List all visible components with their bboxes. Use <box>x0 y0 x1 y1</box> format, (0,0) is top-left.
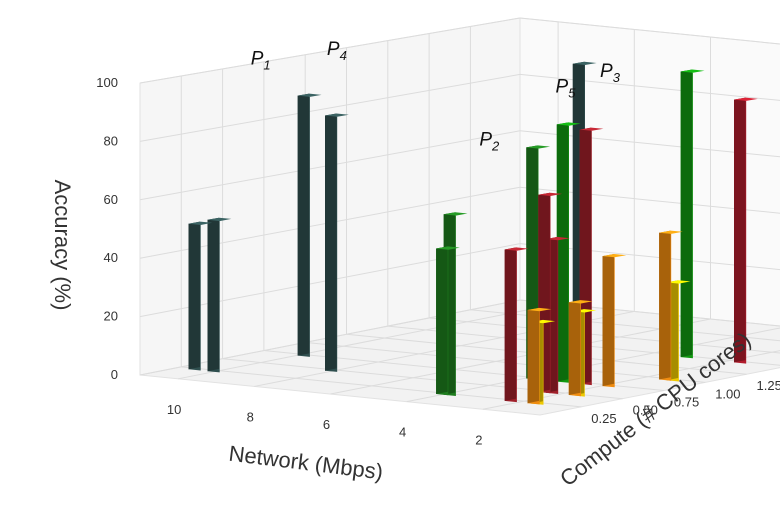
gridline-x-floor <box>330 318 711 395</box>
gridline-y-floor <box>429 317 780 354</box>
bar-dark-red-0 <box>734 97 758 364</box>
bar-top-face <box>443 212 468 216</box>
bar-top-face <box>680 69 705 73</box>
bar-side-face <box>568 300 581 395</box>
y-tick-label: 1.00 <box>715 386 740 401</box>
bar-top-face <box>325 113 349 117</box>
bar-top-face <box>188 221 213 225</box>
gridline-x-floor <box>177 303 559 380</box>
z-tick-label: 0 <box>111 367 118 382</box>
gridline-x-floor <box>406 327 780 403</box>
annotation-p4: P4 <box>327 39 347 63</box>
z-tick-label: 20 <box>104 309 118 324</box>
z-axis-title: Accuracy (%) <box>50 180 75 311</box>
bar-top-face <box>579 127 604 131</box>
bar-p3-0 <box>556 122 581 383</box>
bar-side-face <box>556 122 569 382</box>
bar-top-face <box>572 61 597 65</box>
y-tick-label: 0.50 <box>633 403 658 418</box>
bar-orange-3 <box>659 230 683 381</box>
x-tick-label: 6 <box>323 417 330 432</box>
z-tick-label: 60 <box>104 192 118 207</box>
bar-side-face <box>659 230 671 380</box>
bar-side-face <box>325 113 337 371</box>
bar-top-face <box>556 122 581 126</box>
bar-p5-0 <box>504 247 529 403</box>
bar-orange-1 <box>568 300 593 397</box>
x-tick-label: 2 <box>475 432 482 447</box>
bar-top-face <box>546 236 570 241</box>
x-axis-title: Network (Mbps) <box>227 441 384 485</box>
x-tick-label: 4 <box>399 425 406 440</box>
bar-side-face <box>297 93 310 356</box>
tick-labels: 1086420.250.500.751.001.251.501.752.0002… <box>96 75 780 447</box>
bar-top-face <box>527 307 552 312</box>
bar-side-face <box>680 69 693 358</box>
x-tick-label: 10 <box>167 402 181 417</box>
gridline-z-left <box>139 73 521 142</box>
bar-top-face <box>666 280 691 284</box>
bar-top-face <box>526 145 551 149</box>
bar-top-face <box>602 254 627 258</box>
bar-annotations: P1 P4 P2 P3 P5 <box>251 39 621 154</box>
bar-side-face <box>436 246 448 394</box>
bar-top-face <box>734 97 758 101</box>
bar-p1-0 <box>188 221 213 371</box>
bar-top-face <box>297 93 322 97</box>
gridline-z-back <box>519 73 780 101</box>
x-tick-label: 8 <box>247 409 254 424</box>
bar-p1-1 <box>207 217 232 373</box>
bar-side-face <box>602 254 615 387</box>
bar-orange-2 <box>602 254 627 388</box>
bar-side-face <box>504 247 517 401</box>
z-tick-label: 100 <box>96 75 118 90</box>
bar-top-face <box>659 230 683 234</box>
annotation-p3: P3 <box>600 61 621 85</box>
bar-side-face <box>734 97 746 363</box>
bar-top-face <box>207 217 232 222</box>
y-tick-label: 0.25 <box>591 411 616 426</box>
y-tick-label: 0.75 <box>674 395 699 410</box>
annotation-p5: P5 <box>556 76 577 100</box>
annotation-p2: P2 <box>479 130 500 154</box>
bars-group <box>188 61 758 405</box>
bar-top-face <box>504 247 529 251</box>
z-tick-label: 80 <box>104 133 118 148</box>
bar-top-face <box>568 300 593 304</box>
bar-p3-1 <box>680 69 705 359</box>
bar-top-face <box>538 192 563 196</box>
bar-side-face <box>527 307 540 404</box>
bar-p4-0 <box>325 113 349 372</box>
annotation-p1: P1 <box>251 49 271 73</box>
y-tick-label: 1.25 <box>757 378 780 393</box>
bar-side-face <box>207 217 220 372</box>
bar-top-face <box>436 246 460 250</box>
bar-side-face <box>188 221 200 370</box>
bar-orange-0 <box>527 307 552 405</box>
bar-p1-2 <box>297 93 322 357</box>
gridline-z-left <box>139 17 521 84</box>
bar-p2-0 <box>436 246 460 396</box>
gridline-z-back <box>519 17 780 45</box>
z-tick-label: 40 <box>104 250 118 265</box>
